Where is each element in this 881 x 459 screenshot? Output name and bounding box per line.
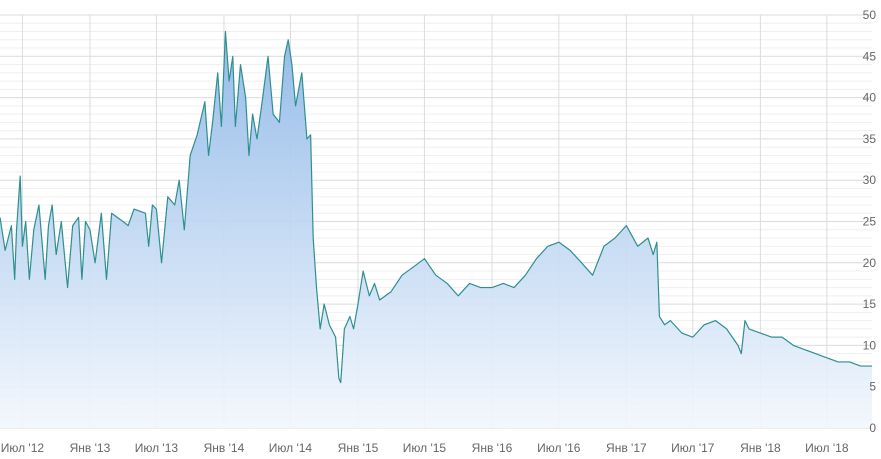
y-tick-label: 35 <box>863 132 877 146</box>
y-tick-label: 0 <box>869 421 876 435</box>
x-tick-label: Июл '17 <box>671 441 715 455</box>
y-tick-label: 5 <box>869 380 876 394</box>
y-tick-label: 40 <box>863 91 877 105</box>
y-tick-label: 20 <box>863 256 877 270</box>
area-fill <box>0 31 872 429</box>
y-axis: 0 5 10 15 20 25 30 35 40 45 50 <box>863 8 877 435</box>
x-tick-label: Июл '14 <box>269 441 313 455</box>
x-tick-label: Янв '13 <box>70 441 111 455</box>
y-tick-label: 10 <box>863 338 877 352</box>
x-tick-label: Янв '17 <box>606 441 647 455</box>
y-tick-label: 50 <box>863 8 877 22</box>
y-tick-label: 25 <box>863 215 877 229</box>
x-tick-label: Июл '12 <box>1 441 45 455</box>
price-line <box>0 30 872 384</box>
x-tick-label: Июл '16 <box>537 441 581 455</box>
x-axis: Июл '12 Янв '13 Июл '13 Янв '14 Июл '14 Янв '… <box>1 441 849 455</box>
x-tick-label: Янв '18 <box>740 441 781 455</box>
y-tick-label: 15 <box>863 297 877 311</box>
x-tick-label: Июл '18 <box>805 441 849 455</box>
x-tick-label: Июл '13 <box>135 441 179 455</box>
y-tick-label: 30 <box>863 173 877 187</box>
y-tick-label: 45 <box>863 49 877 63</box>
area-fill-layer <box>0 31 872 429</box>
x-tick-label: Янв '14 <box>204 441 245 455</box>
price-line-layer <box>0 30 872 384</box>
x-tick-label: Янв '15 <box>338 441 379 455</box>
x-tick-label: Янв '16 <box>472 441 513 455</box>
x-tick-label: Июл '15 <box>403 441 447 455</box>
